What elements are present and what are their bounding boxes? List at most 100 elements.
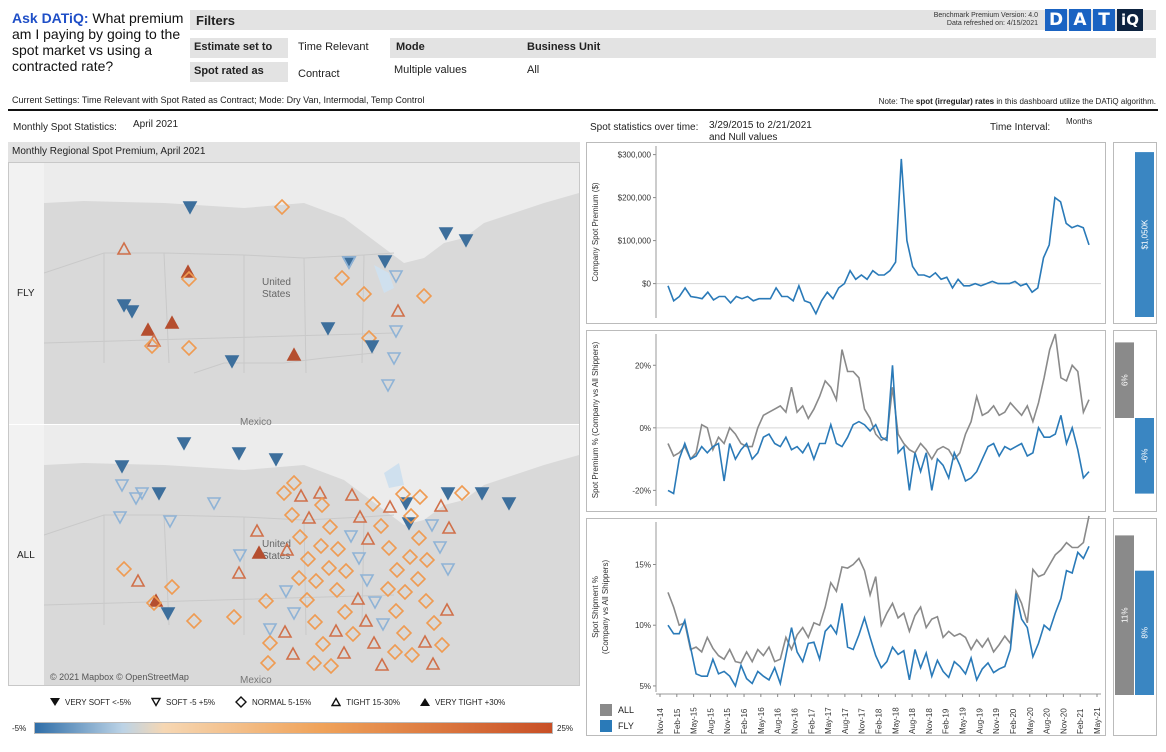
map-marker-soft[interactable] xyxy=(134,487,150,501)
map-marker-soft[interactable] xyxy=(124,305,140,319)
map-marker-tight[interactable] xyxy=(382,499,398,513)
map-marker-soft[interactable] xyxy=(401,517,417,531)
map-marker-tight[interactable] xyxy=(390,303,406,317)
legend-normal[interactable]: NORMAL 5-15% xyxy=(235,696,311,708)
map-marker-normal[interactable] xyxy=(453,484,471,502)
map-marker-normal[interactable] xyxy=(163,578,181,596)
map-marker-soft[interactable] xyxy=(438,227,454,241)
map-marker-normal[interactable] xyxy=(283,506,301,524)
map-marker-soft[interactable] xyxy=(176,437,192,451)
map-marker-normal[interactable] xyxy=(321,518,339,536)
map-marker-normal[interactable] xyxy=(333,269,351,287)
map-marker-normal[interactable] xyxy=(329,540,347,558)
map-marker-soft[interactable] xyxy=(386,352,402,366)
map-marker-soft[interactable] xyxy=(343,530,359,544)
map-marker-soft[interactable] xyxy=(182,201,198,215)
map-marker-normal[interactable] xyxy=(312,537,330,555)
map-marker-tight[interactable] xyxy=(441,520,457,534)
map-marker-soft[interactable] xyxy=(440,487,456,501)
map-marker-tight[interactable] xyxy=(433,498,449,512)
interval-dropdown[interactable]: Months xyxy=(1066,117,1093,126)
map-marker-soft[interactable] xyxy=(351,552,367,566)
map-marker-tight[interactable] xyxy=(366,635,382,649)
map-marker-normal[interactable] xyxy=(306,613,324,631)
map-marker-soft[interactable] xyxy=(151,487,167,501)
map-marker-tight[interactable] xyxy=(360,531,376,545)
map-marker-soft[interactable] xyxy=(278,585,294,599)
map-marker-normal[interactable] xyxy=(409,570,427,588)
map-marker-normal[interactable] xyxy=(145,594,163,612)
map-marker-tight[interactable] xyxy=(293,488,309,502)
map-marker-soft[interactable] xyxy=(268,453,284,467)
map-marker-tight[interactable] xyxy=(249,523,265,537)
map-marker-normal[interactable] xyxy=(379,580,397,598)
monthly-stats-dropdown[interactable]: April 2021 xyxy=(133,119,179,130)
map-marker-normal[interactable] xyxy=(298,591,316,609)
series-line-all[interactable] xyxy=(667,333,1090,461)
map-marker-tight[interactable] xyxy=(301,510,317,524)
map-marker-tight[interactable] xyxy=(374,657,390,671)
map-marker-normal[interactable] xyxy=(299,550,317,568)
chart-legend-all[interactable]: ALL xyxy=(600,704,634,716)
map-marker-tight[interactable] xyxy=(116,241,132,255)
map-marker-soft[interactable] xyxy=(388,325,404,339)
map-marker-soft[interactable] xyxy=(367,596,383,610)
map-marker-normal[interactable] xyxy=(259,654,277,672)
map-marker-normal[interactable] xyxy=(410,529,428,547)
map-marker-normal[interactable] xyxy=(396,583,414,601)
map-marker-soft[interactable] xyxy=(162,515,178,529)
map-marker-normal[interactable] xyxy=(372,517,390,535)
map-marker-soft[interactable] xyxy=(224,355,240,369)
map-marker-soft[interactable] xyxy=(114,460,130,474)
map-marker-normal[interactable] xyxy=(336,603,354,621)
map-marker-normal[interactable] xyxy=(185,612,203,630)
map-marker-normal[interactable] xyxy=(364,495,382,513)
map-marker-normal[interactable] xyxy=(285,474,303,492)
map-marker-normal[interactable] xyxy=(395,624,413,642)
map-marker-normal[interactable] xyxy=(411,488,429,506)
map-marker-normal[interactable] xyxy=(415,287,433,305)
map-marker-tight[interactable] xyxy=(164,315,180,329)
map-marker-normal[interactable] xyxy=(180,339,198,357)
mode-dropdown[interactable]: Multiple values xyxy=(394,64,467,76)
map-marker-soft[interactable] xyxy=(364,340,380,354)
map-marker-soft[interactable] xyxy=(501,497,517,511)
map-marker-soft[interactable] xyxy=(206,497,222,511)
map-marker-normal[interactable] xyxy=(433,636,451,654)
map-marker-normal[interactable] xyxy=(313,496,331,514)
chart-spot-shipment-pct[interactable] xyxy=(586,518,1106,736)
map-marker-soft[interactable] xyxy=(128,492,144,506)
map-marker-tight[interactable] xyxy=(350,591,366,605)
map-marker-normal[interactable] xyxy=(418,551,436,569)
map-marker-normal[interactable] xyxy=(273,198,291,216)
map-marker-soft[interactable] xyxy=(232,549,248,563)
map-marker-normal[interactable] xyxy=(307,572,325,590)
map-marker-soft[interactable] xyxy=(112,511,128,525)
map-marker-normal[interactable] xyxy=(355,285,373,303)
map-marker-soft[interactable] xyxy=(160,607,176,621)
map-marker-tight[interactable] xyxy=(285,646,301,660)
map-marker-normal[interactable] xyxy=(314,635,332,653)
map-marker-tight[interactable] xyxy=(358,613,374,627)
map-marker-tight[interactable] xyxy=(279,542,295,556)
map-marker-tight[interactable] xyxy=(231,565,247,579)
map-marker-tight[interactable] xyxy=(417,634,433,648)
map-marker-soft[interactable] xyxy=(262,623,278,637)
map-marker-tight[interactable] xyxy=(439,602,455,616)
map-marker-normal[interactable] xyxy=(388,561,406,579)
series-line-fly[interactable] xyxy=(667,365,1090,495)
map-marker-soft[interactable] xyxy=(341,256,357,270)
map-marker-soft[interactable] xyxy=(474,487,490,501)
legend-soft[interactable]: SOFT -5 +5% xyxy=(151,697,215,707)
map-marker-soft[interactable] xyxy=(440,563,456,577)
map-markers[interactable] xyxy=(112,198,517,675)
map-marker-tight[interactable] xyxy=(328,623,344,637)
map-marker-soft[interactable] xyxy=(359,574,375,588)
map-marker-normal[interactable] xyxy=(402,507,420,525)
map-marker-soft[interactable] xyxy=(388,270,404,284)
map-marker-soft[interactable] xyxy=(320,322,336,336)
business-unit-dropdown[interactable]: All xyxy=(527,64,540,76)
spot-rated-dropdown[interactable]: Contract xyxy=(298,68,340,80)
series-line-fly[interactable] xyxy=(667,545,1090,688)
map-marker-normal[interactable] xyxy=(322,657,340,675)
